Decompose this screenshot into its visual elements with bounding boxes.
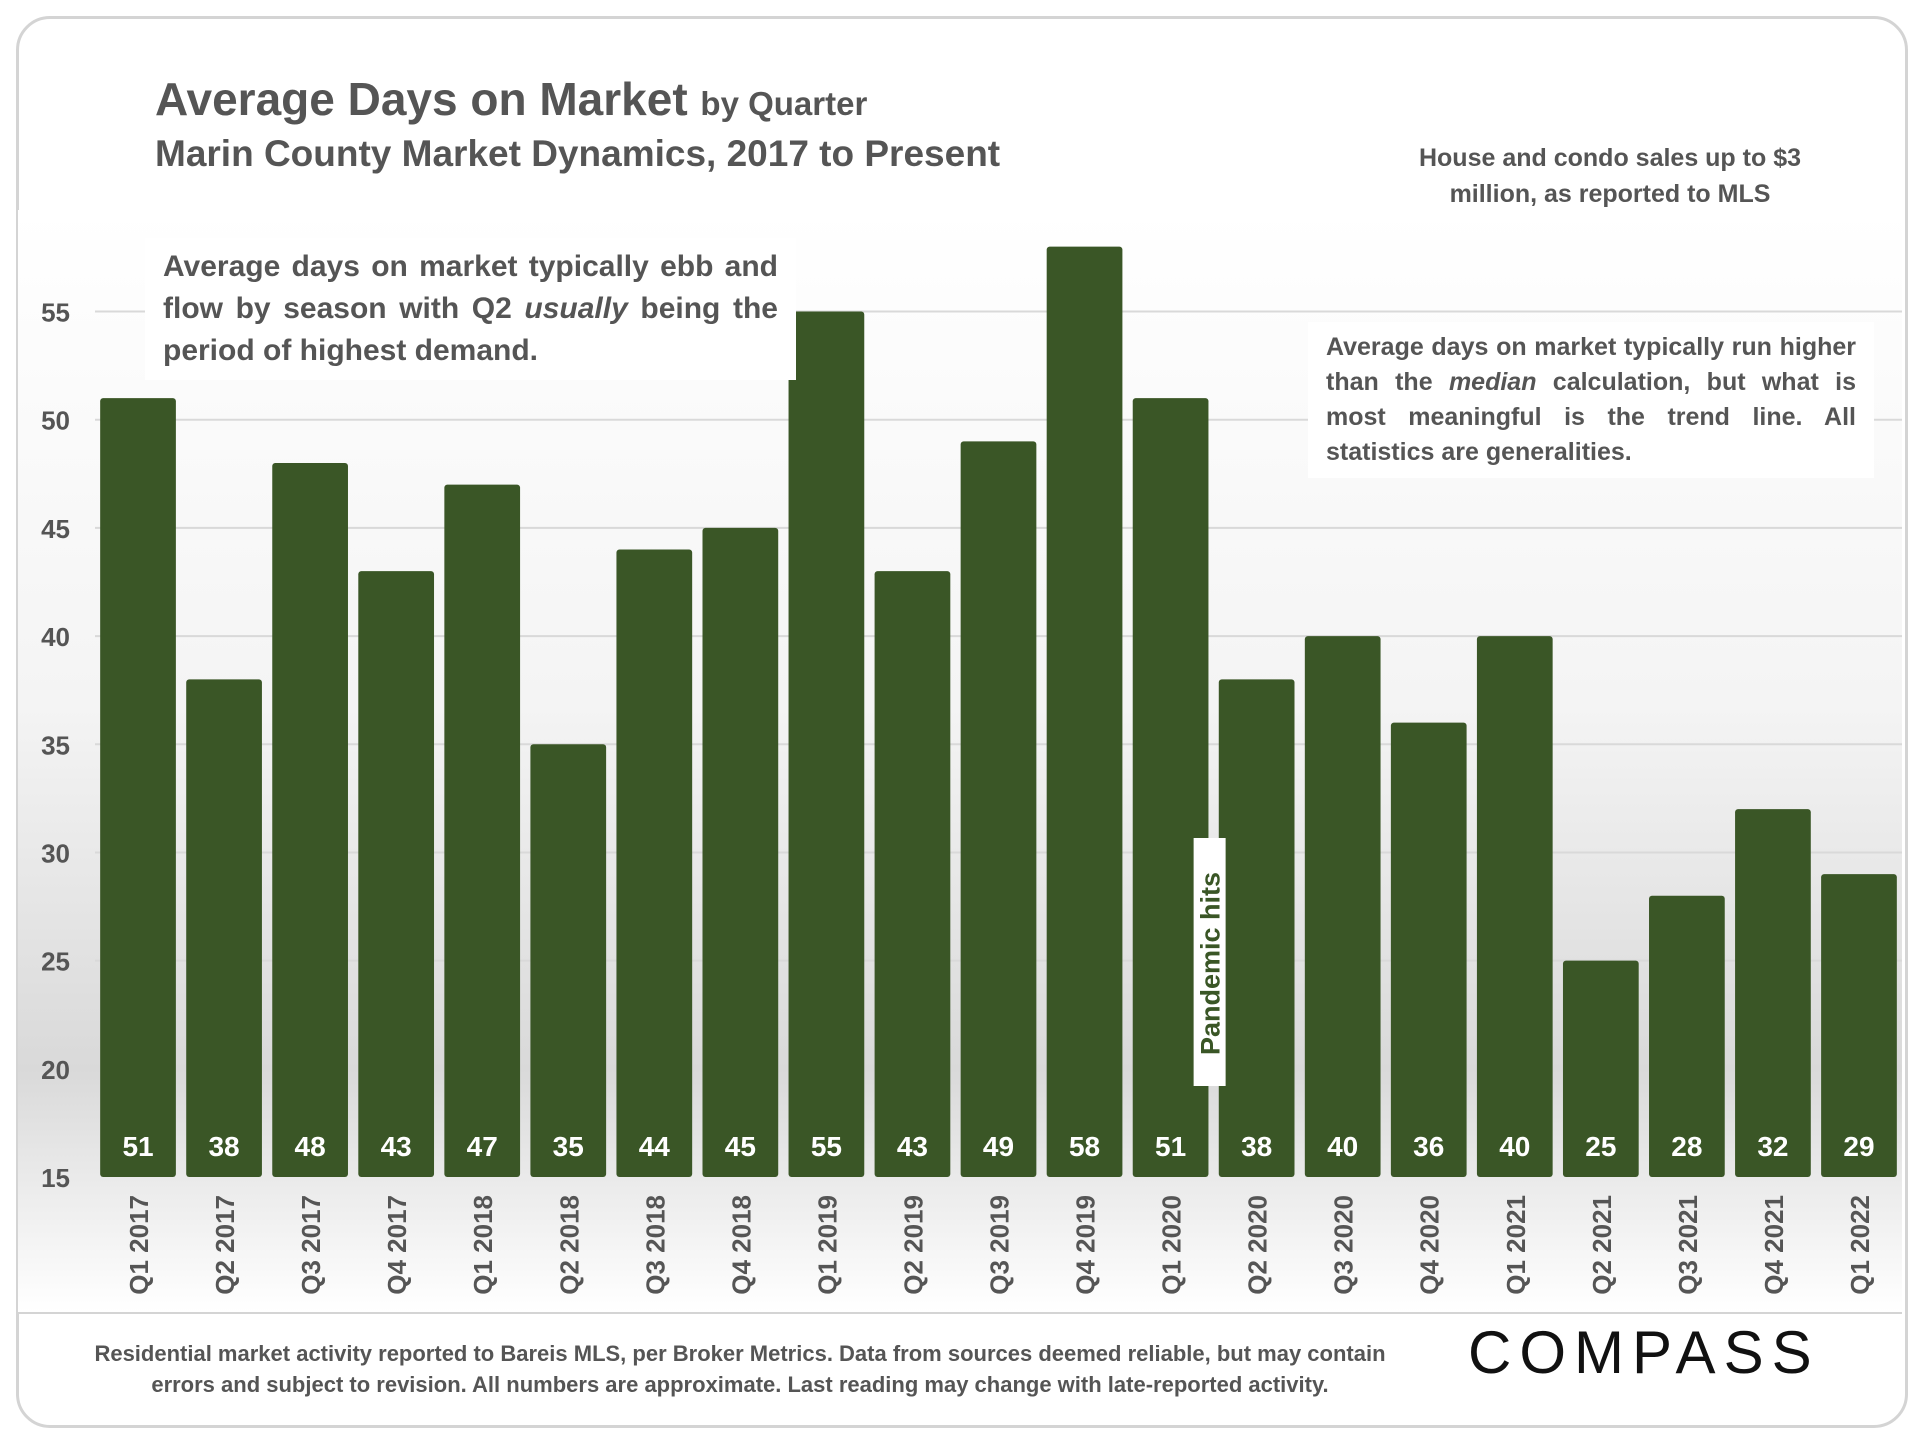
median-note-text-1: Average days on market typically run hig… — [1326, 333, 1856, 396]
seasonality-note-italic: usually — [524, 292, 628, 325]
y-tick-label: 30 — [41, 838, 70, 868]
y-tick-label: 20 — [41, 1055, 70, 1085]
footer-disclaimer: Residential market activity reported to … — [94, 1341, 1386, 1397]
x-tick-label: Q1 2019 — [812, 1195, 842, 1295]
bar — [1304, 636, 1381, 1177]
bar — [1476, 636, 1553, 1177]
x-tick-label: Q4 2019 — [1071, 1195, 1101, 1295]
bar-value-label: 44 — [639, 1131, 671, 1162]
bar — [272, 463, 348, 1177]
bar — [1218, 679, 1295, 1177]
x-tick-label: Q3 2021 — [1673, 1195, 1703, 1295]
y-tick-label: 45 — [41, 514, 70, 544]
bar-value-label: 40 — [1499, 1131, 1530, 1162]
bar — [186, 679, 262, 1177]
bar-value-label: 58 — [1069, 1131, 1100, 1162]
seasonality-note-text-2: being the period of highest demand. — [163, 292, 778, 367]
seasonality-note-text-1: Average days on market typically ebb and… — [163, 250, 778, 325]
median-note-italic: median — [1448, 368, 1537, 396]
x-tick-label: Q3 2018 — [640, 1195, 670, 1295]
x-tick-label: Q2 2020 — [1243, 1195, 1273, 1295]
bar — [702, 527, 779, 1177]
bar-value-label: 38 — [1241, 1131, 1272, 1162]
bar-value-label: 29 — [1843, 1131, 1874, 1162]
compass-logo: COMPASS — [1468, 1319, 1820, 1386]
bar — [1649, 895, 1725, 1177]
bar-value-label: 43 — [381, 1131, 412, 1162]
bar-value-label: 36 — [1413, 1131, 1444, 1162]
y-tick-label: 25 — [41, 947, 70, 977]
x-tick-label: Q4 2018 — [726, 1195, 756, 1295]
bar — [1821, 874, 1897, 1177]
bar — [444, 484, 521, 1177]
x-tick-label: Q2 2018 — [554, 1195, 584, 1295]
bar — [960, 441, 1037, 1177]
bar-value-label: 43 — [897, 1131, 928, 1162]
x-tick-label: Q4 2017 — [382, 1195, 412, 1295]
chart-title: Average Days on Market by Quarter — [155, 72, 867, 126]
x-tick-label: Q3 2017 — [296, 1195, 326, 1295]
median-note: Average days on market typically run hig… — [1308, 322, 1874, 478]
x-tick-label: Q4 2021 — [1759, 1195, 1789, 1295]
footer-divider — [18, 1312, 1902, 1314]
bar — [530, 744, 607, 1177]
bar-value-label: 40 — [1327, 1131, 1358, 1162]
x-tick-label: Q4 2020 — [1415, 1195, 1445, 1295]
chart-title-main: Average Days on Market — [155, 73, 688, 125]
bar — [1046, 246, 1123, 1178]
pandemic-label-background — [1193, 838, 1226, 1086]
x-tick-label: Q1 2020 — [1157, 1195, 1187, 1295]
median-note-text-2: calculation, but what is most meaningful… — [1326, 368, 1856, 466]
x-tick-label: Q1 2022 — [1845, 1195, 1875, 1295]
bar-value-label: 49 — [983, 1131, 1014, 1162]
sales-scope-note: House and condo sales up to $3 million, … — [1418, 144, 1802, 208]
x-tick-label: Q2 2021 — [1587, 1195, 1617, 1295]
y-tick-label: 15 — [41, 1163, 70, 1193]
bar — [1132, 398, 1209, 1177]
bar — [358, 571, 435, 1177]
bar — [100, 398, 176, 1177]
bar — [616, 549, 693, 1177]
y-tick-label: 40 — [41, 622, 70, 652]
y-tick-label: 55 — [41, 298, 70, 328]
bar-value-label: 28 — [1671, 1131, 1702, 1162]
bar — [874, 571, 951, 1177]
x-tick-label: Q1 2018 — [468, 1195, 498, 1295]
seasonality-note: Average days on market typically ebb and… — [145, 238, 796, 380]
bar-value-label: 25 — [1585, 1131, 1616, 1162]
bar-value-label: 38 — [208, 1131, 239, 1162]
bar-value-label: 35 — [553, 1131, 584, 1162]
bar-value-label: 51 — [122, 1131, 153, 1162]
chart-title-suffix: by Quarter — [700, 85, 868, 122]
x-tick-label: Q2 2017 — [210, 1195, 240, 1295]
bar-value-label: 45 — [725, 1131, 756, 1162]
bar-value-label: 55 — [811, 1131, 842, 1162]
bar-value-label: 48 — [295, 1131, 326, 1162]
pandemic-label: Pandemic hits — [1196, 872, 1226, 1055]
bar-value-label: 51 — [1155, 1131, 1186, 1162]
bar — [1390, 722, 1467, 1177]
bar — [1562, 960, 1639, 1177]
x-tick-label: Q1 2021 — [1501, 1195, 1531, 1295]
x-tick-label: Q1 2017 — [124, 1195, 154, 1295]
y-tick-label: 50 — [41, 406, 70, 436]
x-tick-label: Q3 2019 — [985, 1195, 1015, 1295]
x-tick-label: Q2 2019 — [898, 1195, 928, 1295]
x-tick-label: Q3 2020 — [1329, 1195, 1359, 1295]
bar-value-label: 47 — [467, 1131, 498, 1162]
chart-subtitle: Marin County Market Dynamics, 2017 to Pr… — [155, 133, 1001, 174]
bar — [1735, 809, 1811, 1177]
bar-value-label: 32 — [1757, 1131, 1788, 1162]
y-tick-label: 35 — [41, 730, 70, 760]
bar — [788, 311, 865, 1178]
